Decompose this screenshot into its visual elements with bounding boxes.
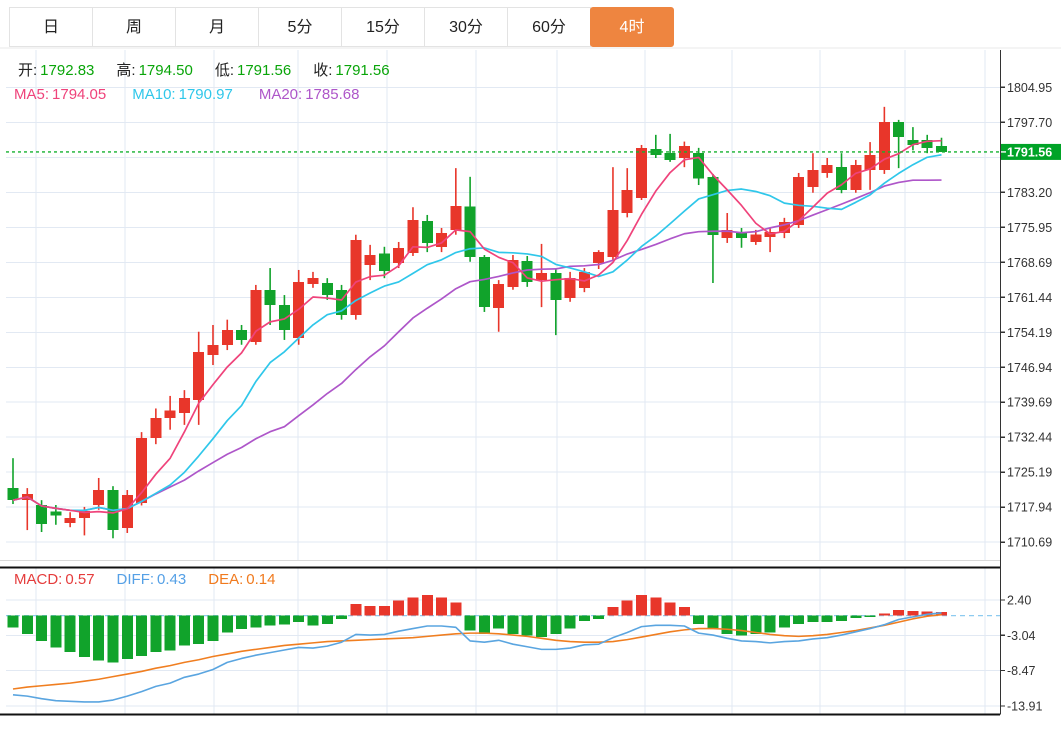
svg-text:1783.20: 1783.20 [1007, 186, 1052, 200]
svg-text:1717.94: 1717.94 [1007, 501, 1052, 515]
svg-text:1768.69: 1768.69 [1007, 256, 1052, 270]
svg-text:1732.44: 1732.44 [1007, 431, 1052, 445]
svg-text:-3.04: -3.04 [1007, 629, 1036, 643]
svg-text:1797.70: 1797.70 [1007, 116, 1052, 130]
tab-4hour[interactable]: 4时 [590, 7, 674, 47]
timeframe-tabbar: 日 周 月 5分 15分 30分 60分 4时 [9, 7, 674, 47]
tab-30min[interactable]: 30分 [424, 7, 508, 47]
tab-week[interactable]: 周 [92, 7, 176, 47]
svg-text:1739.69: 1739.69 [1007, 396, 1052, 410]
svg-text:1746.94: 1746.94 [1007, 361, 1052, 375]
svg-text:2.40: 2.40 [1007, 594, 1031, 608]
tab-month[interactable]: 月 [175, 7, 259, 47]
tab-5min[interactable]: 5分 [258, 7, 342, 47]
svg-text:-8.47: -8.47 [1007, 664, 1036, 678]
svg-text:1754.19: 1754.19 [1007, 326, 1052, 340]
tab-60min[interactable]: 60分 [507, 7, 591, 47]
svg-text:-13.91: -13.91 [1007, 699, 1042, 713]
tab-15min[interactable]: 15分 [341, 7, 425, 47]
svg-text:1710.69: 1710.69 [1007, 536, 1052, 550]
svg-text:1725.19: 1725.19 [1007, 466, 1052, 480]
tab-day[interactable]: 日 [9, 7, 93, 47]
svg-text:1775.95: 1775.95 [1007, 221, 1052, 235]
svg-text:1804.95: 1804.95 [1007, 81, 1052, 95]
svg-text:1791.56: 1791.56 [1007, 145, 1052, 159]
svg-text:1761.44: 1761.44 [1007, 291, 1052, 305]
